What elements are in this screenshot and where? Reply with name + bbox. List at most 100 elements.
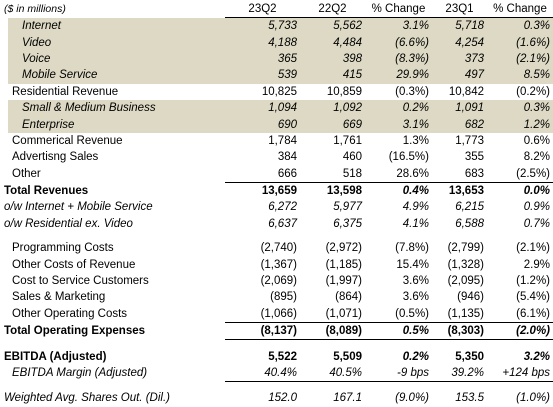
value-cell: 497 — [432, 67, 487, 84]
row-label: Advertisng Sales — [12, 151, 99, 164]
table-row: Advertisng Sales 384 460 (16.5%) 355 8.2% — [0, 149, 553, 165]
value-cell: 4.9% — [402, 201, 429, 214]
value-cell: 13,653 — [448, 185, 484, 198]
value-cell: 13,659 — [261, 185, 297, 198]
value-cell: 1.3% — [402, 134, 429, 147]
row-label: Voice — [0, 50, 225, 68]
value-cell: (2,740) — [260, 242, 297, 255]
table-row: Residential Revenue 10,825 10,859 (0.3%) 10,… — [0, 84, 553, 100]
value-cell: (1,185) — [325, 258, 362, 271]
value-cell: (1.6%) — [487, 34, 553, 51]
value-cell: 415 — [300, 67, 365, 84]
value-cell: 167.1 — [333, 392, 362, 405]
row-label: Residential Revenue — [12, 85, 119, 98]
value-cell: (1,997) — [325, 275, 362, 288]
value-cell: 0.2% — [402, 350, 429, 363]
value-cell: 4,254 — [432, 34, 487, 51]
value-cell: 4,188 — [225, 34, 300, 51]
row-label: Commerical Revenue — [12, 134, 123, 147]
value-cell: (8,303) — [432, 322, 487, 341]
row-label: Total Revenues — [4, 184, 89, 197]
value-cell: (9.0%) — [395, 392, 429, 405]
row-label: Programming Costs — [12, 242, 114, 255]
table-row: EBITDA (Adjusted) 5,522 5,509 0.2% 5,350 3.2% — [0, 348, 553, 364]
value-cell: 0.3% — [487, 17, 553, 35]
value-cell: 398 — [300, 50, 365, 68]
value-cell: 373 — [432, 50, 487, 68]
value-cell: 6,637 — [268, 217, 297, 230]
table-row: Mobile Service 539 415 29.9% 497 8.5% — [0, 67, 553, 84]
value-cell: 39.2% — [432, 364, 487, 383]
value-cell: 3.6% — [402, 291, 429, 304]
table-row: Other Costs of Revenue (1,367) (1,185) 15.4… — [0, 256, 553, 272]
value-cell: 5,522 — [268, 350, 297, 363]
value-cell: 0.0% — [523, 185, 550, 198]
value-cell: 0.2% — [365, 99, 432, 117]
row-label: Video — [0, 34, 225, 51]
row-label: EBITDA Margin (Adjusted) — [12, 367, 148, 380]
row-label: Internet — [0, 17, 225, 35]
value-cell: 10,825 — [261, 85, 297, 98]
table-row: Other 666 518 28.6% 683 (2.5%) — [0, 165, 553, 183]
value-cell: (2.5%) — [487, 165, 553, 183]
table-row: Voice 365 398 (8.3%) 373 (2.1%) — [0, 50, 553, 68]
value-cell: 1,773 — [455, 134, 484, 147]
value-cell: 152.0 — [268, 392, 297, 405]
value-cell: 0.3% — [487, 99, 553, 117]
table-row: Enterprise 690 669 3.1% 682 1.2% — [0, 116, 553, 133]
value-cell: (8.3%) — [365, 50, 432, 68]
value-cell: 669 — [300, 116, 365, 133]
value-cell: (6.6%) — [365, 34, 432, 51]
column-header: % Change — [365, 0, 432, 18]
value-cell: 5,509 — [333, 350, 362, 363]
spacer-row — [0, 340, 553, 349]
value-cell: 0.6% — [523, 134, 550, 147]
table-header: ($ in millions) 23Q2 22Q2 % Change 23Q1 … — [0, 0, 553, 18]
value-cell: (895) — [270, 291, 297, 304]
table-row: o/w Residential ex. Video 6,637 6,375 4.1% 6… — [0, 216, 553, 232]
value-cell: (8,089) — [300, 322, 365, 341]
table-row: Total Operating Expenses (8,137) (8,089) 0.… — [0, 322, 553, 341]
row-label: Other — [12, 167, 41, 180]
value-cell: (2,799) — [447, 242, 484, 255]
value-cell: 3.2% — [523, 350, 550, 363]
value-cell: 5,718 — [432, 17, 487, 35]
value-cell: 8.2% — [523, 151, 550, 164]
value-cell: 518 — [300, 165, 365, 183]
value-cell: (1.0%) — [516, 392, 550, 405]
table-row: EBITDA Margin (Adjusted) 40.4% 40.5% -9 bps… — [0, 364, 553, 383]
units-caption: ($ in millions) — [4, 2, 66, 15]
value-cell: 1,092 — [300, 99, 365, 117]
table-row: Total Revenues 13,659 13,598 0.4% 13,653 0.0% — [0, 182, 553, 199]
value-cell: 5,350 — [455, 350, 484, 363]
value-cell: 0.9% — [523, 201, 550, 214]
value-cell: 8.5% — [487, 67, 553, 84]
value-cell: (16.5%) — [388, 151, 429, 164]
value-cell: 3.1% — [365, 17, 432, 35]
table-row: Commerical Revenue 1,784 1,761 1.3% 1,773 0.6… — [0, 133, 553, 149]
value-cell: (864) — [335, 291, 362, 304]
table-body: Internet 5,733 5,562 3.1% 5,718 0.3% Video 4,18… — [0, 17, 553, 407]
column-header: 23Q2 — [225, 0, 300, 18]
value-cell: (1.2%) — [516, 275, 550, 288]
spacer-row — [0, 382, 553, 391]
table-row: Small & Medium Business 1,094 1,092 0.2% 1,0… — [0, 99, 553, 117]
value-cell: 10,859 — [326, 85, 362, 98]
value-cell: (2,972) — [325, 242, 362, 255]
row-label: o/w Internet + Mobile Service — [4, 201, 153, 214]
value-cell: 28.6% — [365, 165, 432, 183]
value-cell: 2.9% — [523, 258, 550, 271]
table-row: o/w Internet + Mobile Service 6,272 5,977 4… — [0, 199, 553, 215]
column-header: % Change — [487, 0, 553, 18]
value-cell: 3.1% — [365, 116, 432, 133]
value-cell: (1,328) — [447, 258, 484, 271]
value-cell: (2.0%) — [487, 322, 553, 341]
value-cell: 4,484 — [300, 34, 365, 51]
value-cell: 1,094 — [225, 99, 300, 117]
value-cell: 1,091 — [432, 99, 487, 117]
value-cell: 40.4% — [225, 364, 300, 383]
table-row: Video 4,188 4,484 (6.6%) 4,254 (1.6%) — [0, 34, 553, 51]
value-cell: -9 bps — [365, 364, 432, 383]
value-cell: 1.2% — [487, 116, 553, 133]
